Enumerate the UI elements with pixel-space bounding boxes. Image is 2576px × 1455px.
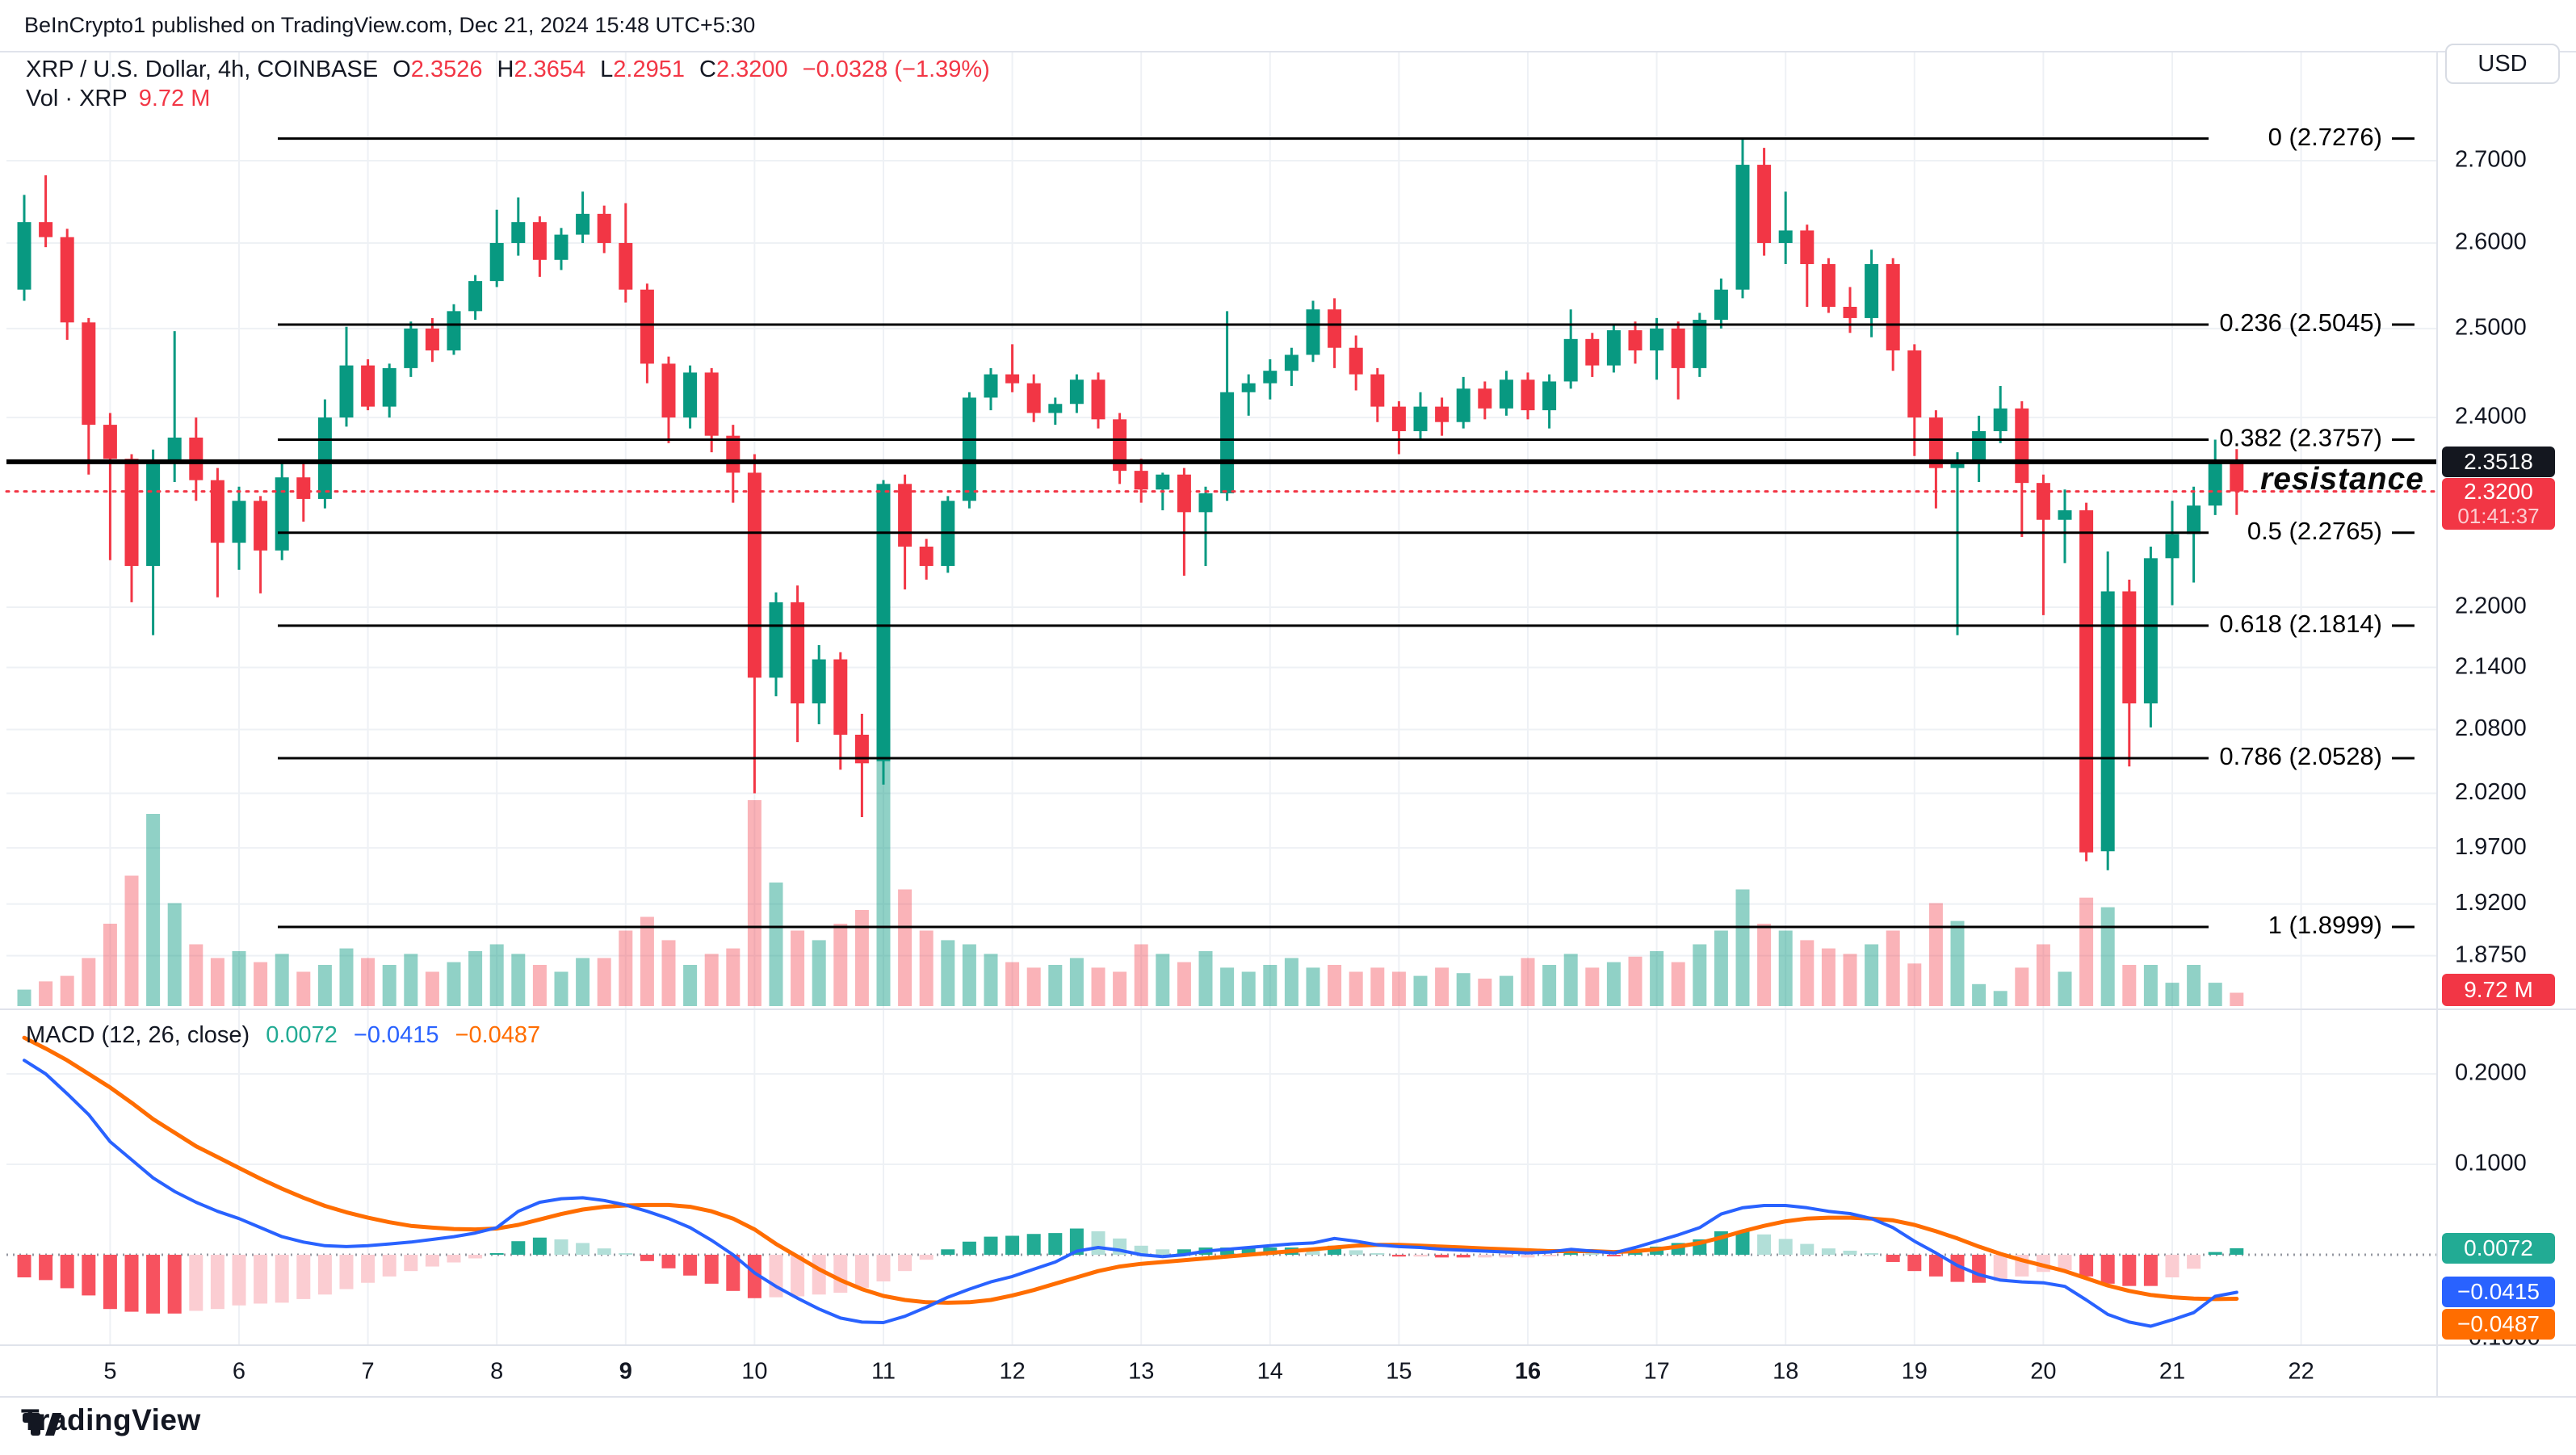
tradingview-logo[interactable]: TradingView — [21, 1403, 201, 1437]
svg-text:11: 11 — [871, 1359, 896, 1385]
volume-value: 9.72 M — [138, 86, 211, 111]
volume-legend[interactable]: Vol · XRP 9.72 M — [26, 86, 210, 112]
svg-text:2.7000: 2.7000 — [2455, 147, 2527, 173]
macd-histogram — [6, 1228, 2437, 1314]
horizontal-gridlines — [6, 160, 2437, 1346]
pane-dividers — [0, 51, 2576, 1398]
macd-value-badge: −0.0415 — [2442, 1277, 2555, 1307]
svg-text:17: 17 — [1643, 1359, 1669, 1385]
svg-text:0.236 (2.5045): 0.236 (2.5045) — [2219, 308, 2382, 337]
macd-line-value: −0.0415 — [353, 1022, 439, 1048]
svg-text:2.0200: 2.0200 — [2455, 779, 2527, 805]
svg-text:9: 9 — [619, 1359, 632, 1385]
svg-text:1 (1.8999): 1 (1.8999) — [2268, 911, 2382, 939]
ohlc-close: C2.3200 — [699, 57, 788, 82]
svg-text:2.4000: 2.4000 — [2455, 404, 2527, 430]
ohlc-open: O2.3526 — [392, 57, 483, 82]
svg-text:5: 5 — [103, 1359, 116, 1385]
macd-hist-value: 0.0072 — [266, 1022, 338, 1048]
svg-text:0.2000: 0.2000 — [2455, 1060, 2527, 1086]
svg-text:0 (2.7276): 0 (2.7276) — [2268, 123, 2382, 151]
ohlc-high: H2.3654 — [497, 57, 586, 82]
last-price-badge: 2.3200 01:41:37 — [2442, 478, 2555, 530]
svg-text:8: 8 — [490, 1359, 503, 1385]
macd-hist-badge: 0.0072 — [2442, 1233, 2555, 1264]
svg-text:2.0800: 2.0800 — [2455, 715, 2527, 741]
price-level-lines — [5, 459, 2439, 493]
macd-signal-value: −0.0487 — [455, 1022, 541, 1048]
svg-text:14: 14 — [1257, 1359, 1283, 1385]
fib-retracement: 0 (2.7276) 0.236 (2.5045) 0.382 (2.3757) 0.… — [278, 123, 2414, 939]
svg-text:2.6000: 2.6000 — [2455, 229, 2527, 255]
symbol-title: XRP / U.S. Dollar, 4h, COINBASE — [26, 57, 379, 82]
attribution-bar: BeInCrypto1 published on TradingView.com… — [0, 0, 2576, 51]
svg-text:16: 16 — [1515, 1359, 1541, 1385]
svg-text:0.1000: 0.1000 — [2455, 1151, 2527, 1176]
vertical-gridlines — [109, 52, 2302, 1345]
tradingview-logo-icon — [23, 1413, 61, 1436]
svg-text:22: 22 — [2288, 1359, 2314, 1385]
svg-text:2.5000: 2.5000 — [2455, 315, 2527, 341]
svg-text:18: 18 — [1773, 1359, 1798, 1385]
volume-badge: 9.72 M — [2442, 974, 2555, 1006]
volume-label: Vol · XRP — [26, 86, 128, 111]
svg-text:6: 6 — [233, 1359, 245, 1385]
candlesticks[interactable] — [17, 138, 2244, 870]
change-value: −0.0328 (−1.39%) — [802, 57, 990, 82]
currency-button[interactable]: USD — [2445, 44, 2560, 84]
price-axis[interactable]: 2.7000 2.6000 2.5000 2.4000 2.2000 2.1400 2.08… — [2455, 147, 2527, 968]
macd-signal-badge: −0.0487 — [2442, 1309, 2555, 1340]
svg-text:10: 10 — [741, 1359, 767, 1385]
macd-legend[interactable]: MACD (12, 26, close) 0.0072 −0.0415 −0.0… — [26, 1022, 540, 1049]
candle-countdown: 01:41:37 — [2457, 504, 2540, 528]
svg-text:12: 12 — [999, 1359, 1025, 1385]
svg-text:2.1400: 2.1400 — [2455, 653, 2527, 679]
svg-text:2.2000: 2.2000 — [2455, 593, 2527, 619]
svg-text:20: 20 — [2030, 1359, 2056, 1385]
svg-text:0.382 (2.3757): 0.382 (2.3757) — [2219, 424, 2382, 452]
macd-lines — [22, 1035, 2239, 1328]
svg-text:15: 15 — [1386, 1359, 1412, 1385]
resistance-annotation[interactable]: resistance — [2260, 462, 2424, 497]
resistance-price-badge: 2.3518 — [2442, 447, 2555, 477]
svg-text:0.618 (2.1814): 0.618 (2.1814) — [2219, 610, 2382, 638]
svg-text:21: 21 — [2159, 1359, 2185, 1385]
volume-bars — [17, 752, 2244, 1006]
time-axis[interactable]: 5 6 7 8 9 10 11 12 13 14 15 16 17 18 19 20 21 22 — [103, 1359, 2314, 1385]
svg-text:13: 13 — [1128, 1359, 1154, 1385]
svg-text:7: 7 — [362, 1359, 375, 1385]
svg-text:19: 19 — [1902, 1359, 1928, 1385]
symbol-legend[interactable]: XRP / U.S. Dollar, 4h, COINBASE O2.3526 … — [26, 57, 990, 83]
svg-text:1.9700: 1.9700 — [2455, 834, 2527, 860]
attribution-text: BeInCrypto1 published on TradingView.com… — [24, 13, 756, 37]
svg-text:1.8750: 1.8750 — [2455, 941, 2527, 967]
svg-text:0.5 (2.2765): 0.5 (2.2765) — [2247, 517, 2382, 545]
svg-text:1.9200: 1.9200 — [2455, 890, 2527, 916]
macd-title: MACD (12, 26, close) — [26, 1022, 250, 1048]
svg-text:0.786 (2.0528): 0.786 (2.0528) — [2219, 742, 2382, 770]
ohlc-low: L2.2951 — [600, 57, 685, 82]
